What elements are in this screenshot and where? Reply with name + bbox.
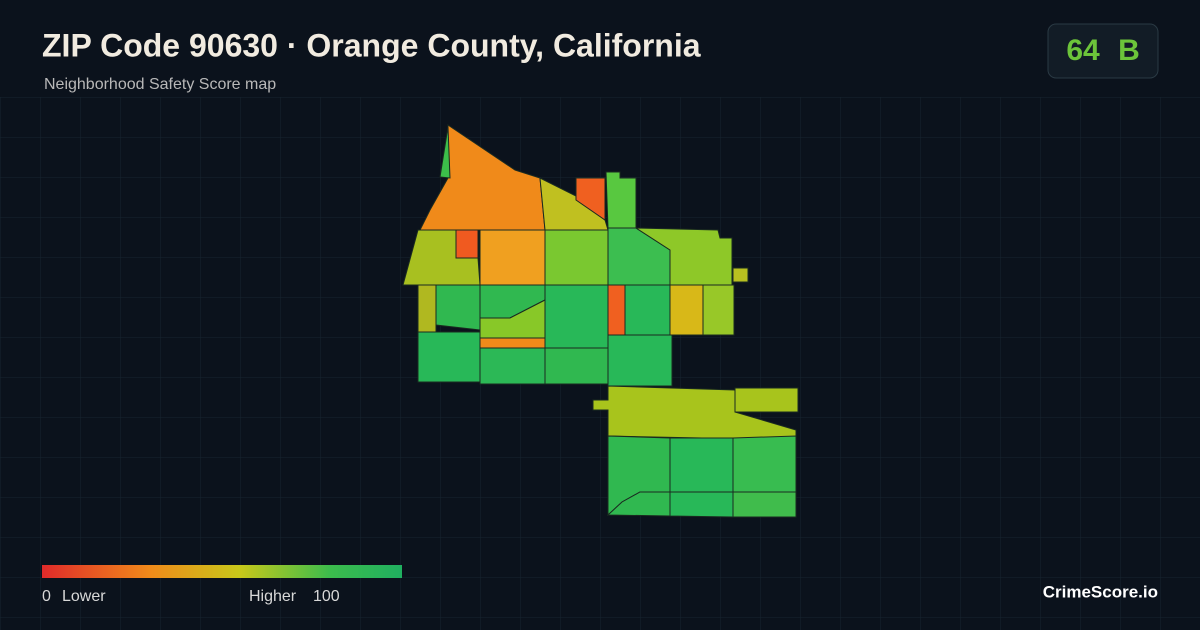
map-area: [439, 126, 451, 179]
map-area: [435, 284, 481, 331]
map-area: [607, 284, 626, 336]
map-area: [606, 491, 671, 517]
map-area: [479, 337, 546, 349]
map-area: [732, 491, 797, 518]
map-area: [402, 229, 481, 286]
map-area: [575, 177, 606, 221]
map-area: [732, 267, 749, 283]
legend-min-label: Lower: [62, 588, 106, 605]
title: ZIP Code 90630 · Orange County, Californ…: [42, 27, 701, 63]
brand: CrimeScore.io: [1043, 582, 1158, 601]
legend-max-label: Higher: [249, 588, 297, 605]
map-area: [669, 491, 734, 518]
map-area: [544, 347, 609, 385]
score: 64: [1066, 34, 1100, 67]
map-area: [417, 284, 437, 333]
legend-max: 100: [313, 588, 340, 605]
legend-scale: [42, 565, 402, 578]
zip-map: [402, 124, 799, 518]
map-area: [479, 347, 546, 385]
grade: B: [1118, 34, 1140, 67]
map-area: [539, 177, 609, 231]
subtitle: Neighborhood Safety Score map: [44, 76, 276, 93]
map-area: [607, 334, 673, 387]
score-badge: [1047, 23, 1159, 79]
map-area: [669, 284, 704, 336]
map-area: [669, 437, 734, 493]
map-area: [634, 227, 733, 286]
map-area: [417, 331, 481, 383]
map-area: [605, 171, 637, 229]
map-area: [624, 284, 671, 336]
map-area: [544, 229, 609, 286]
map-area: [732, 435, 797, 493]
map-area: [455, 229, 479, 259]
map-area: [544, 284, 609, 349]
map-area: [479, 229, 546, 286]
map-area: [702, 284, 735, 336]
map-area: [592, 385, 799, 441]
legend-min: 0: [42, 588, 51, 605]
